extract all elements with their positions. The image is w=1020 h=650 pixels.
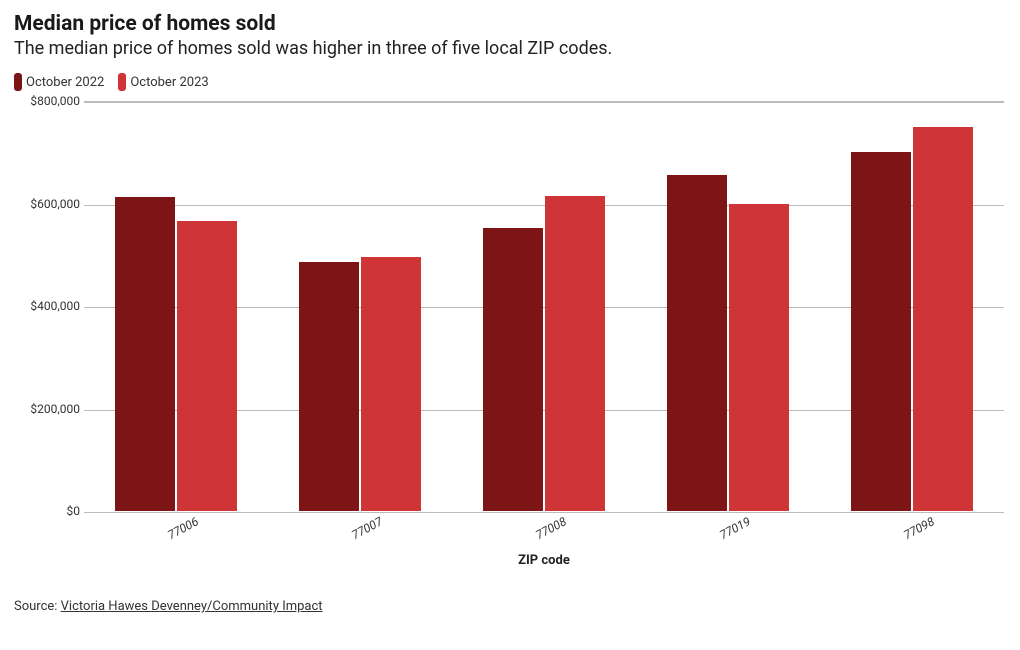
chart-title: Median price of homes sold	[14, 12, 1006, 36]
legend-label-2023: October 2023	[130, 75, 208, 90]
y-tick-label: $0	[14, 504, 80, 518]
legend-swatch-2023	[118, 73, 126, 91]
bar-group	[820, 102, 1004, 511]
bar	[299, 262, 359, 511]
chart-subtitle: The median price of homes sold was highe…	[14, 38, 1006, 59]
bar-group	[84, 102, 268, 511]
y-tick-label: $400,000	[14, 299, 80, 313]
bar	[483, 228, 543, 511]
x-axis-title: ZIP code	[84, 553, 1004, 568]
legend-item-2023: October 2023	[118, 73, 208, 91]
x-labels: 7700677007770087701977098	[84, 515, 1004, 555]
source-line: Source: Victoria Hawes Devenney/Communit…	[14, 599, 1006, 614]
bar	[545, 196, 605, 511]
bar	[177, 221, 237, 511]
bar	[913, 127, 973, 511]
y-tick-label: $600,000	[14, 197, 80, 211]
chart: $0$200,000$400,000$600,000$800,000 77006…	[14, 101, 1004, 571]
bar	[115, 197, 175, 511]
bar-group	[636, 102, 820, 511]
legend-item-2022: October 2022	[14, 73, 104, 91]
bar-group	[452, 102, 636, 511]
legend-swatch-2022	[14, 73, 22, 91]
source-link[interactable]: Victoria Hawes Devenney/Community Impact	[61, 599, 323, 614]
bar	[361, 257, 421, 511]
y-tick-label: $800,000	[14, 94, 80, 108]
y-tick-label: $200,000	[14, 402, 80, 416]
legend: October 2022 October 2023	[14, 73, 1006, 91]
bar	[851, 152, 911, 511]
plot-area	[84, 101, 1004, 511]
bar	[729, 204, 789, 512]
source-prefix: Source:	[14, 599, 61, 614]
bars-container	[84, 102, 1004, 511]
bar-group	[268, 102, 452, 511]
legend-label-2022: October 2022	[26, 75, 104, 90]
bar	[667, 175, 727, 511]
